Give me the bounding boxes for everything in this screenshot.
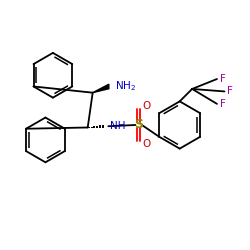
- Text: NH$_2$: NH$_2$: [115, 80, 136, 93]
- Text: F: F: [220, 99, 226, 109]
- Text: O: O: [143, 101, 151, 111]
- Text: O: O: [143, 139, 151, 149]
- Text: F: F: [220, 74, 226, 84]
- Text: F: F: [228, 86, 233, 97]
- Text: S: S: [134, 118, 143, 132]
- Text: NH: NH: [110, 121, 126, 131]
- Polygon shape: [93, 84, 109, 93]
